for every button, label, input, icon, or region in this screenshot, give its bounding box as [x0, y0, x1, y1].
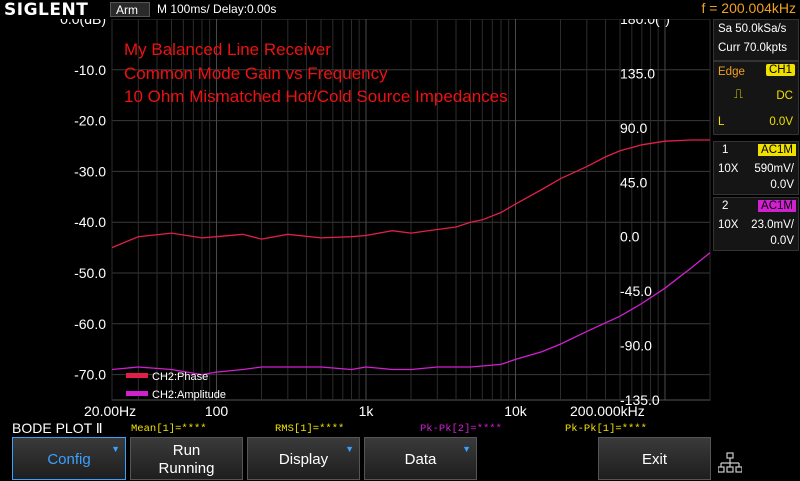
right-tick-label: -90.0	[620, 338, 652, 354]
ch1-scale: 590mV/	[754, 163, 794, 175]
right-tick-label: -135.0	[620, 392, 660, 408]
config-label: Config	[47, 451, 91, 468]
plot-curves	[111, 139, 711, 376]
x-tick-label: 1k	[359, 403, 375, 419]
timebase-label: M 100ms/	[157, 2, 210, 16]
data-button[interactable]: Data ▼	[364, 437, 477, 480]
measurement-pkpk1: Pk-Pk[1]=****	[565, 423, 647, 435]
right-tick-label: 135.0	[620, 65, 655, 81]
display-button[interactable]: Display ▼	[247, 437, 360, 480]
chevron-down-icon: ▼	[345, 444, 354, 454]
sample-rate: Sa 50.0kSa/s	[718, 23, 787, 35]
left-tick-label: -30.0	[74, 163, 106, 179]
left-tick-label: -40.0	[74, 214, 106, 230]
ch2-probe: 10X	[718, 219, 739, 231]
memory-depth: Curr 70.0kpts	[718, 42, 788, 54]
channel1-panel[interactable]: 1 AC1M 10X 590mV/ 0.0V	[713, 141, 799, 195]
legend-label-amplitude: CH2:Amplitude	[152, 389, 226, 401]
bode-plot[interactable]: 0.0(dB) -10.0 -20.0 -30.0 -40.0 -50.0 -60.0 -70…	[0, 19, 712, 419]
frequency-readout: f = 200.004kHz	[701, 0, 796, 16]
trigger-level: 0.0V	[769, 116, 793, 128]
plot-background	[0, 19, 712, 419]
trigger-level-label: L	[718, 116, 725, 128]
left-tick-label: -60.0	[74, 316, 106, 332]
right-tick-label: 90.0	[620, 120, 647, 136]
x-tick-label: 10k	[504, 403, 528, 419]
measurement-mean1: Mean[1]=****	[131, 423, 207, 435]
right-tick-label: 45.0	[620, 174, 647, 190]
annotation-line3: 10 Ohm Mismatched Hot/Cold Source Impeda…	[124, 87, 508, 106]
config-button[interactable]: Config ▼	[12, 437, 126, 480]
series-line-phase	[111, 139, 710, 249]
ch2-scale: 23.0mV/	[751, 219, 794, 231]
series-line-amplitude	[111, 252, 711, 376]
measurement-pkpk2: Pk-Pk[2]=****	[420, 423, 502, 435]
left-tick-label: -50.0	[74, 265, 106, 281]
trigger-type: Edge	[718, 66, 745, 78]
channel2-panel[interactable]: 2 AC1M 10X 23.0mV/ 0.0V	[713, 197, 799, 251]
trigger-source-badge: CH1	[765, 64, 795, 76]
legend-swatch-phase	[126, 373, 148, 378]
acquisition-panel[interactable]: Sa 50.0kSa/s Curr 70.0kpts	[713, 19, 799, 61]
x-tick-label: 20.00Hz	[84, 403, 136, 419]
annotation-line2: Common Mode Gain vs Frequency	[124, 64, 388, 83]
x-tick-label: 100	[205, 403, 229, 419]
chevron-down-icon: ▼	[111, 444, 120, 454]
exit-label: Exit	[641, 451, 667, 468]
brand-logo: SIGLENT	[4, 0, 89, 20]
data-label: Data	[404, 451, 437, 468]
run-state-label: Running	[158, 460, 215, 477]
rising-edge-icon: ⎍	[734, 86, 744, 101]
trigger-panel[interactable]: Edge CH1 ⎍ DC L 0.0V	[713, 61, 799, 135]
ch2-offset: 0.0V	[770, 235, 794, 247]
run-label: Run	[172, 442, 201, 459]
plot-grid	[111, 19, 711, 401]
left-tick-label: -70.0	[74, 367, 106, 383]
left-tick-label: -10.0	[74, 62, 106, 78]
legend-swatch-amplitude	[126, 391, 148, 396]
right-tick-label: 0.0	[620, 229, 640, 245]
bode-mode-label: BODE PLOT Ⅱ	[12, 420, 103, 436]
ch1-number: 1	[722, 144, 729, 156]
plot-ticks: 0.0(dB) -10.0 -20.0 -30.0 -40.0 -50.0 -60.0 -70…	[60, 19, 670, 419]
plot-legend: CH2:Phase CH2:Amplitude	[126, 371, 226, 401]
delay-label: Delay:0.00s	[213, 2, 277, 16]
left-tick-label: 0.0(dB)	[60, 19, 106, 27]
ch1-coupling-badge: AC1M	[758, 144, 796, 156]
plot-annotation: My Balanced Line Receiver Common Mode Ga…	[124, 40, 508, 106]
ch1-offset: 0.0V	[770, 179, 794, 191]
trigger-coupling: DC	[776, 90, 793, 102]
run-button[interactable]: Run Running	[130, 437, 243, 480]
left-tick-label: -20.0	[74, 113, 106, 129]
ch2-number: 2	[722, 200, 729, 212]
annotation-line1: My Balanced Line Receiver	[124, 40, 331, 59]
timebase-readout[interactable]: M 100ms/ Delay:0.00s	[157, 2, 276, 16]
display-label: Display	[278, 451, 329, 468]
chevron-down-icon: ▼	[462, 444, 471, 454]
network-icon	[718, 452, 742, 473]
legend-label-phase: CH2:Phase	[152, 371, 208, 383]
right-tick-label: -45.0	[620, 283, 652, 299]
ch2-coupling-badge: AC1M	[758, 200, 796, 212]
top-status-bar	[0, 0, 800, 19]
right-tick-label: 180.0(°)	[620, 19, 670, 27]
ch1-probe: 10X	[718, 163, 739, 175]
trigger-status-badge: Arm	[110, 2, 150, 17]
x-tick-label: 200.000kHz	[570, 403, 645, 419]
measurement-rms1: RMS[1]=****	[275, 423, 345, 435]
exit-button[interactable]: Exit	[598, 437, 711, 480]
